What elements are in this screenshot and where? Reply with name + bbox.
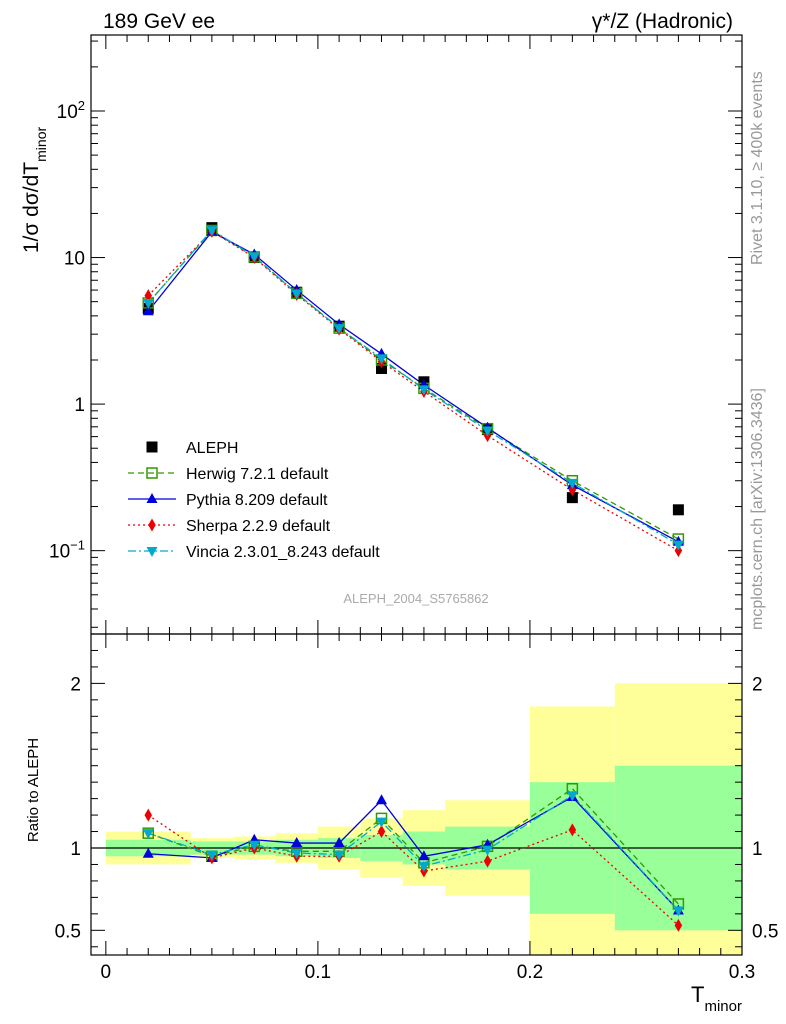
main-y-tick-label: 102 [57,98,85,123]
series-point [418,385,430,396]
ratio-y-tick-label-right: 2 [752,674,763,695]
ratio-series-point [566,791,578,802]
header-right: γ*/Z (Hadronic) [592,10,733,33]
legend-label-aleph: ALEPH [186,440,238,457]
ratio-series-point [206,850,218,861]
aleph-data-point [376,362,388,374]
x-tick-label: 0 [101,962,112,983]
main-y-tick-label: 10−1 [49,538,85,563]
x-axis-label-text: T [691,982,704,1007]
ratio-series-point [142,829,154,840]
main-plot-marks [142,222,685,558]
legend-marker [146,547,158,557]
series-line [147,229,679,546]
main-y-tick-label-base: 10 [57,102,78,123]
ratio-series-point [482,845,494,856]
ratio-y-tick-label-right: 0.5 [752,921,778,942]
series-point [248,252,260,263]
series-point [206,226,218,237]
ratio-series-point [333,850,345,861]
ratio-series-point [291,837,303,848]
main-y-tick-label-base: 10 [64,249,85,270]
ratio-series-point [377,825,386,839]
rivet-version-text: Rivet 3.1.10, ≥ 400k events [749,71,766,265]
ratio-series-line [147,814,679,926]
ratio-y-tick-label-left: 0.5 [55,921,81,942]
ratio-frame [90,633,743,956]
main-y-tick-label: 10 [64,249,85,270]
legend-label: Sherpa 2.2.9 default [186,518,331,535]
x-tick-label: 0.1 [305,962,331,983]
series-line [147,230,679,552]
analysis-tag: ALEPH_2004_S5765862 [343,591,488,606]
ratio-plot-marks [142,782,685,932]
aleph-data-point [672,504,684,516]
ratio-y-tick-label-left: 2 [70,674,81,695]
series-point [482,426,494,437]
ratio-series-point [142,847,154,858]
series-point [376,354,388,365]
x-axis-label: Tminor [691,982,742,1015]
ratio-uncertainty-bands [91,683,742,955]
legend-marker [146,467,158,479]
main-y-axis-label-text: 1/σ dσ/dT [20,162,43,253]
main-y-tick-label-exponent: 2 [78,98,85,113]
ratio-series-point [291,848,303,859]
main-y-tick-label-base: 1 [74,395,85,416]
series-point [144,289,153,303]
series-point [291,289,303,300]
series-point [142,298,154,309]
x-axis-label-subscript: minor [704,998,742,1015]
main-y-axis-label: 1/σ dσ/dTminor [20,127,49,254]
ratio-series-point [674,918,683,932]
ratio-series-point [376,817,388,828]
main-y-tick-label-base: 10 [49,542,70,563]
ratio-series-point [568,823,577,837]
series-point [333,324,345,335]
header-left: 189 GeV ee [103,10,215,33]
legend-marker-aleph [146,441,158,453]
ratio-series-point [418,862,430,873]
legend-label: Vincia 2.3.01_8.243 default [186,544,380,561]
aleph-data-point [566,492,578,504]
ratio-y-tick-label-right: 1 [752,839,763,860]
series-point [672,540,684,551]
ratio-series-point [418,850,430,861]
main-y-tick-label: 1 [74,395,85,416]
legend-label: Herwig 7.2.1 default [186,466,329,483]
main-y-axis-label-subscript: minor [33,127,49,162]
ratio-series-point [672,906,684,917]
series-point [568,483,577,497]
ratio-axes: 0.5 0.5 1 1 2 2 0 0.1 0.2 0.3 [55,634,778,983]
legend-label: Pythia 8.209 default [186,492,328,509]
legend: ALEPH Herwig 7.2.1 default Pythia 8.209 de… [128,440,380,561]
main-y-tick-label-exponent: −1 [70,538,85,553]
ratio-panel: 0.5 0.5 1 1 2 2 0 0.1 0.2 0.3 Ratio to ALEPH Tmin… [25,633,778,1015]
x-tick-label: 0.2 [517,962,543,983]
series-point [142,305,154,316]
mcplots-credit-text: mcplots.cern.ch [arXiv:1306.3436] [749,388,766,630]
ratio-series-point [333,837,345,848]
ratio-series-point [483,854,492,868]
ratio-series-line [148,787,679,905]
ratio-series-point [376,794,388,805]
ratio-y-axis-label: Ratio to ALEPH [25,738,42,842]
ratio-series-point [248,840,260,851]
legend-marker [146,493,158,503]
ratio-series-point [144,808,153,822]
ratio-y-tick-label-left: 1 [70,839,81,860]
legend-marker [148,518,156,532]
series-point [674,544,683,558]
series-point [566,478,578,489]
x-tick-label: 0.3 [729,962,755,983]
ratio-series-line [148,796,679,911]
ratio-series-line [148,794,679,911]
